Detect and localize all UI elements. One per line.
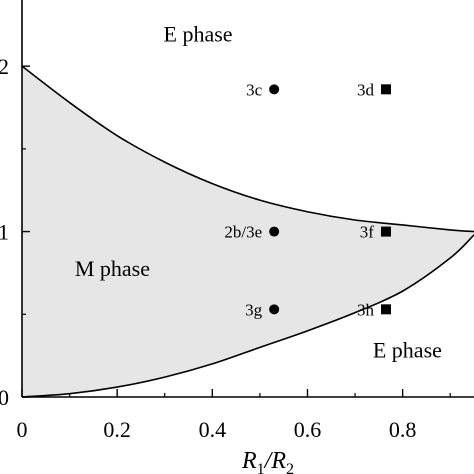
y-tick-label: 2 <box>0 54 9 79</box>
x-tick-label: 0.8 <box>389 417 417 442</box>
x-tick-label: 0.6 <box>294 417 322 442</box>
y-tick-label: 1 <box>0 220 9 245</box>
x-tick-label: 0.2 <box>103 417 131 442</box>
region-label: M phase <box>75 256 150 281</box>
x-axis-label: R1/R2 <box>241 448 294 474</box>
data-point <box>380 304 391 315</box>
point-label: 2b/3e <box>224 223 262 242</box>
region-label: E phase <box>373 337 442 362</box>
data-point <box>269 84 280 95</box>
upper-boundary-line <box>21 65 474 233</box>
annotation-layer: E phase M phase E phase <box>75 21 442 362</box>
axes: 0 0.2 0.4 0.6 0.8 0 1 2 <box>0 0 474 442</box>
data-point <box>269 304 280 315</box>
data-point <box>380 226 391 237</box>
region-label: E phase <box>164 21 233 46</box>
point-label: 3f <box>360 223 375 242</box>
point-label: 3g <box>245 300 263 319</box>
y-tick-label: 0 <box>0 385 9 410</box>
point-label: 3d <box>357 80 375 99</box>
data-point <box>269 226 280 237</box>
x-tick-label: 0 <box>17 417 28 442</box>
m-phase-region <box>22 66 474 398</box>
data-point <box>380 84 391 95</box>
x-tick-label: 0.4 <box>199 417 227 442</box>
point-label: 3c <box>246 80 263 99</box>
data-points-layer: 3c 2b/3e 3g 3d 3f 3h <box>224 80 391 319</box>
point-label: 3h <box>357 300 375 319</box>
lower-boundary-line <box>21 234 474 398</box>
